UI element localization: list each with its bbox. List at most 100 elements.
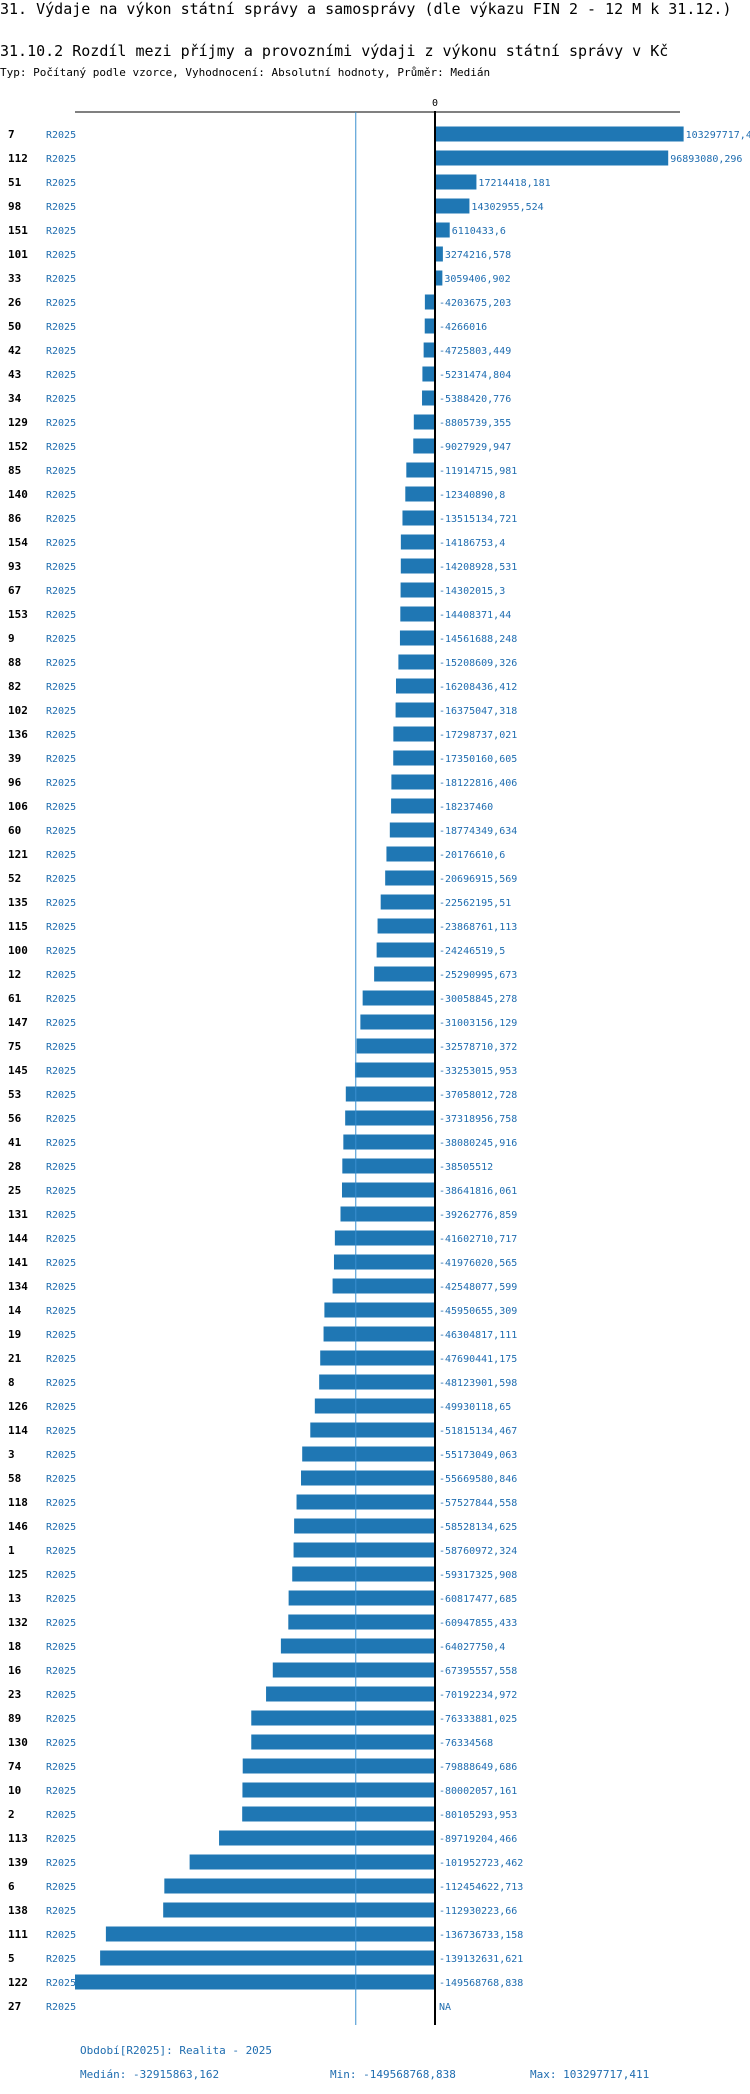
row-id-label: 113 <box>8 1832 28 1845</box>
bar <box>105 1926 435 1942</box>
row-id-label: 53 <box>8 1088 21 1101</box>
row-id-label: 5 <box>8 1952 15 1965</box>
row-id-label: 129 <box>8 416 28 429</box>
value-label: -14186753,4 <box>439 538 505 549</box>
row-id-label: 136 <box>8 728 28 741</box>
row-id-label: 8 <box>8 1376 15 1389</box>
chart-row: 147 R2025 -31003156,129 <box>8 1014 517 1030</box>
row-id-label: 1 <box>8 1544 15 1557</box>
bar <box>343 1134 435 1150</box>
row-period-label: R2025 <box>46 1426 76 1437</box>
value-label: -23868761,113 <box>439 922 517 933</box>
value-label: -51815134,467 <box>439 1426 517 1437</box>
bar <box>406 462 435 478</box>
bar <box>356 1038 435 1054</box>
bar <box>360 1014 435 1030</box>
chart-row: 112 R2025 96893080,296 <box>8 150 742 166</box>
bar <box>314 1398 435 1414</box>
row-period-label: R2025 <box>46 1642 76 1653</box>
row-period-label: R2025 <box>46 394 76 405</box>
value-label: -58760972,324 <box>439 1546 517 1557</box>
row-id-label: 130 <box>8 1736 28 1749</box>
row-id-label: 34 <box>8 392 22 405</box>
row-period-label: R2025 <box>46 1810 76 1821</box>
row-id-label: 56 <box>8 1112 22 1125</box>
value-label: NA <box>439 2002 451 2013</box>
value-label: -41602710,717 <box>439 1234 517 1245</box>
row-id-label: 13 <box>8 1592 21 1605</box>
row-id-label: 135 <box>8 896 28 909</box>
chart-row: 33 R2025 3059406,902 <box>8 270 511 286</box>
chart-row: 100 R2025 -24246519,5 <box>8 942 505 958</box>
chart-row: 15R2025NA <box>8 2024 21 2025</box>
chart-row: 75 R2025 -32578710,372 <box>8 1038 517 1054</box>
bar <box>405 486 435 502</box>
row-period-label: R2025 <box>46 562 76 573</box>
chart-row: 43 R2025 -5231474,804 <box>8 366 511 382</box>
bar <box>163 1902 435 1918</box>
row-period-label: R2025 <box>46 850 76 861</box>
value-label: -16375047,318 <box>439 706 517 717</box>
row-id-label: 2 <box>8 1808 15 1821</box>
row-id-label: 122 <box>8 1976 28 1989</box>
value-label: -4266016 <box>439 322 487 333</box>
chart-row: 42 R2025 -4725803,449 <box>8 342 511 358</box>
row-period-label: R2025 <box>46 274 76 285</box>
row-period-label: R2025 <box>46 1258 76 1269</box>
row-id-label: 52 <box>8 872 21 885</box>
value-label: -16208436,412 <box>439 682 517 693</box>
row-period-label: R2025 <box>46 922 76 933</box>
value-label: -31003156,129 <box>439 1018 517 1029</box>
row-period-label: R2025 <box>46 682 76 693</box>
row-id-label: 152 <box>8 440 28 453</box>
value-label: 14302955,524 <box>471 202 543 213</box>
row-id-label: 39 <box>8 752 21 765</box>
row-id-label: 112 <box>8 152 28 165</box>
row-id-label: 88 <box>8 656 21 669</box>
value-label: -80002057,161 <box>439 1786 517 1797</box>
row-id-label: 111 <box>8 1928 28 1941</box>
chart-row: 26 R2025 -4203675,203 <box>8 294 511 310</box>
row-period-label: R2025 <box>46 2002 76 2013</box>
row-id-label: 140 <box>8 488 28 501</box>
row-period-label: R2025 <box>46 778 76 789</box>
chart-row: 34 R2025 -5388420,776 <box>8 390 511 406</box>
value-label: -136736733,158 <box>439 1930 523 1941</box>
bar <box>424 294 435 310</box>
value-label: -14561688,248 <box>439 634 517 645</box>
value-label: -60817477,685 <box>439 1594 517 1605</box>
row-period-label: R2025 <box>46 586 76 597</box>
bar <box>302 1446 435 1462</box>
row-id-label: 41 <box>8 1136 22 1149</box>
value-label: -42548077,599 <box>439 1282 517 1293</box>
row-id-label: 33 <box>8 272 21 285</box>
value-label: -20176610,6 <box>439 850 505 861</box>
bar <box>345 1110 435 1126</box>
chart-row: 154 R2025 -14186753,4 <box>8 534 505 550</box>
value-label: -60947855,433 <box>439 1618 517 1629</box>
bar <box>341 1182 435 1198</box>
row-period-label: R2025 <box>46 1330 76 1341</box>
chart-row: 50 R2025 -4266016 <box>8 318 487 334</box>
value-label: -67395557,558 <box>439 1666 517 1677</box>
chart-row: 138 R2025 -112930223,66 <box>8 1902 517 1918</box>
row-period-label: R2025 <box>46 178 76 189</box>
bar <box>293 1542 435 1558</box>
chart-row: 146 R2025 -58528134,625 <box>8 1518 517 1534</box>
value-label: 3274216,578 <box>445 250 511 261</box>
chart-row: 41 R2025 -38080245,916 <box>8 1134 517 1150</box>
row-id-label: 26 <box>8 296 22 309</box>
bar <box>251 1734 435 1750</box>
chart-row: 39 R2025 -17350160,605 <box>8 750 517 766</box>
footer-min: Min: -149568768,838 <box>330 2068 456 2081</box>
bar <box>400 558 435 574</box>
value-label: 103297717,4 <box>686 130 750 141</box>
chart-row: 130 R2025 -76334568 <box>8 1734 493 1750</box>
chart-row: 136 R2025 -17298737,021 <box>8 726 517 742</box>
value-label: -18774349,634 <box>439 826 517 837</box>
row-id-label: 10 <box>8 1784 21 1797</box>
row-id-label: 154 <box>8 536 28 549</box>
row-id-label: 153 <box>8 608 28 621</box>
value-label: -41976020,565 <box>439 1258 517 1269</box>
row-id-label: 25 <box>8 1184 21 1197</box>
